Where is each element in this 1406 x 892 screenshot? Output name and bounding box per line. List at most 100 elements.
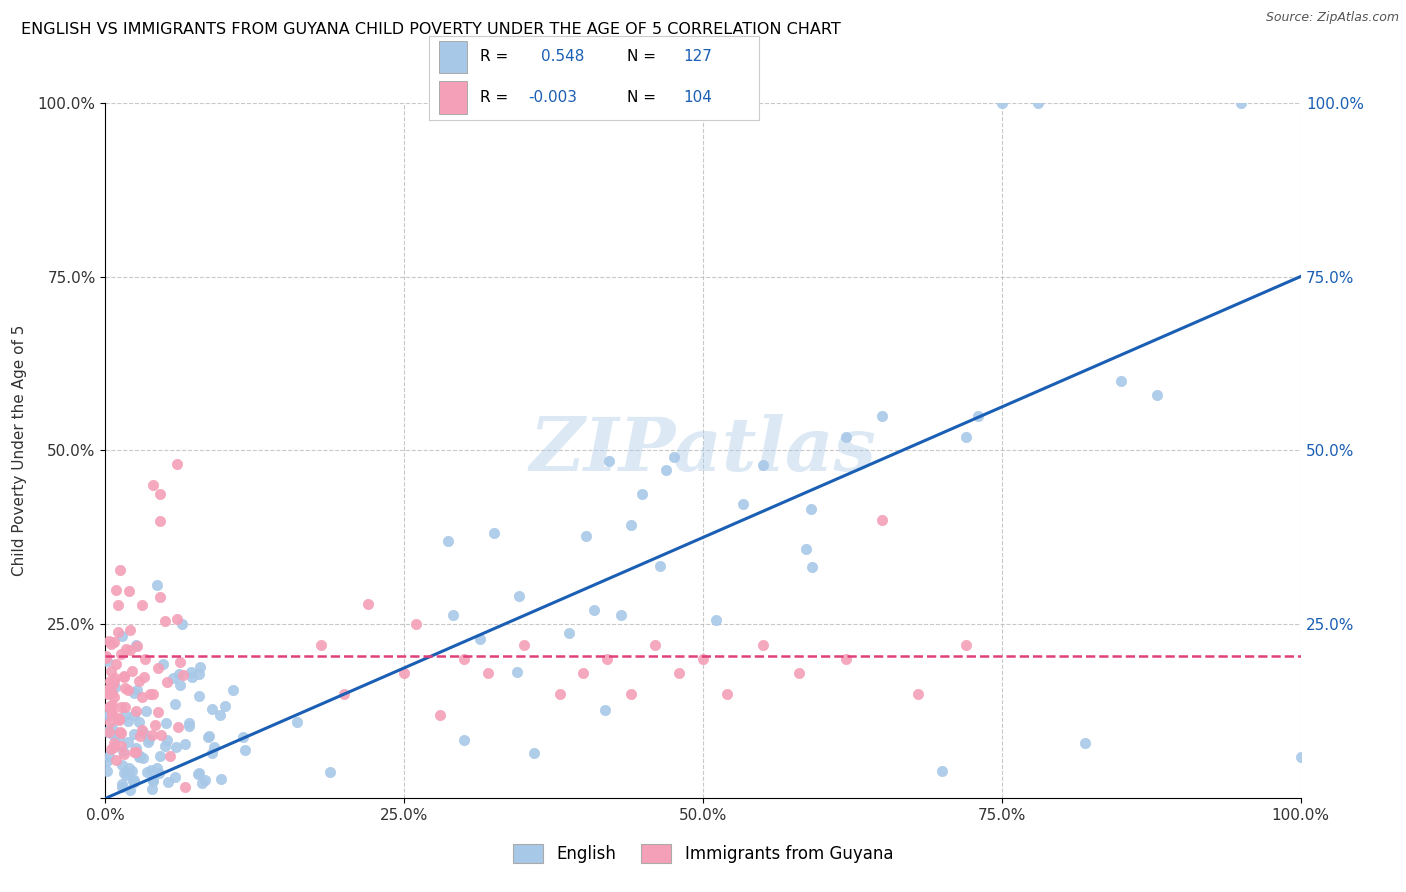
Point	[131, 723, 153, 737]
Point	[149, 590, 172, 604]
Point	[165, 697, 187, 711]
Point	[104, 729, 127, 743]
Point	[557, 626, 579, 640]
Point	[122, 773, 145, 788]
Point	[97, 723, 120, 738]
Point	[506, 665, 529, 680]
Point	[179, 719, 201, 733]
Point	[598, 454, 620, 468]
Point	[704, 613, 727, 627]
Point	[104, 681, 127, 695]
Point	[209, 772, 232, 786]
Point	[97, 686, 120, 700]
Point	[172, 668, 194, 682]
Point	[129, 749, 152, 764]
Point	[101, 686, 124, 700]
Point	[166, 458, 188, 472]
Point	[118, 761, 141, 775]
Point	[122, 727, 145, 741]
Y-axis label: Child Poverty Under the Age of 5: Child Poverty Under the Age of 5	[11, 325, 27, 576]
Point	[198, 729, 221, 743]
Point	[794, 542, 817, 557]
Point	[125, 741, 148, 756]
Point	[188, 666, 211, 681]
Point	[1289, 749, 1312, 764]
Point	[187, 689, 209, 703]
Point	[233, 743, 256, 757]
Point	[107, 710, 129, 724]
Point	[716, 687, 738, 701]
Point	[111, 744, 134, 758]
Point	[170, 616, 193, 631]
Point	[150, 727, 173, 741]
Point	[124, 774, 146, 789]
Point	[209, 707, 232, 722]
Point	[668, 666, 690, 681]
Point	[111, 780, 134, 794]
Point	[620, 687, 643, 701]
Point	[142, 773, 165, 788]
Point	[141, 781, 163, 796]
Point	[142, 478, 165, 492]
Point	[98, 748, 121, 763]
Point	[114, 681, 136, 696]
Point	[94, 651, 117, 665]
Point	[100, 665, 122, 679]
Point	[202, 739, 225, 754]
Point	[165, 740, 187, 755]
Point	[1074, 736, 1097, 750]
Point	[105, 657, 128, 671]
Point	[118, 782, 141, 797]
Point	[153, 614, 176, 628]
Text: 104: 104	[683, 90, 711, 105]
Point	[572, 666, 595, 681]
Point	[596, 652, 619, 666]
Point	[132, 725, 155, 739]
Point	[800, 560, 823, 574]
Point	[197, 730, 219, 744]
Point	[108, 730, 131, 744]
Text: R =: R =	[479, 49, 509, 64]
Point	[110, 699, 132, 714]
Point	[967, 409, 990, 423]
Point	[955, 638, 977, 652]
Point	[157, 774, 180, 789]
Point	[145, 718, 167, 732]
Point	[169, 678, 191, 692]
Point	[405, 617, 427, 632]
Point	[136, 735, 159, 749]
Point	[155, 733, 177, 747]
Point	[835, 652, 858, 666]
Point	[187, 766, 209, 780]
Point	[121, 764, 143, 778]
Point	[107, 713, 129, 727]
Point	[333, 687, 356, 701]
Point	[513, 638, 536, 652]
Point	[110, 648, 132, 662]
Point	[1026, 95, 1049, 110]
Point	[468, 632, 491, 646]
Point	[907, 687, 929, 701]
Point	[575, 529, 598, 543]
Text: ZIPatlas: ZIPatlas	[530, 414, 876, 487]
Point	[610, 607, 633, 622]
Point	[128, 714, 150, 729]
Legend: English, Immigrants from Guyana: English, Immigrants from Guyana	[506, 838, 900, 870]
Text: 0.548: 0.548	[541, 49, 585, 64]
Point	[644, 638, 666, 652]
Point	[125, 639, 148, 653]
Point	[146, 661, 169, 675]
Point	[155, 715, 177, 730]
Point	[104, 582, 127, 597]
Point	[132, 751, 155, 765]
Point	[751, 458, 773, 472]
Point	[319, 764, 342, 779]
Point	[131, 598, 153, 612]
Point	[128, 750, 150, 764]
Point	[200, 746, 222, 760]
Point	[152, 657, 174, 672]
Point	[662, 450, 685, 464]
Point	[101, 706, 124, 721]
Point	[835, 429, 858, 443]
Point	[593, 703, 616, 717]
